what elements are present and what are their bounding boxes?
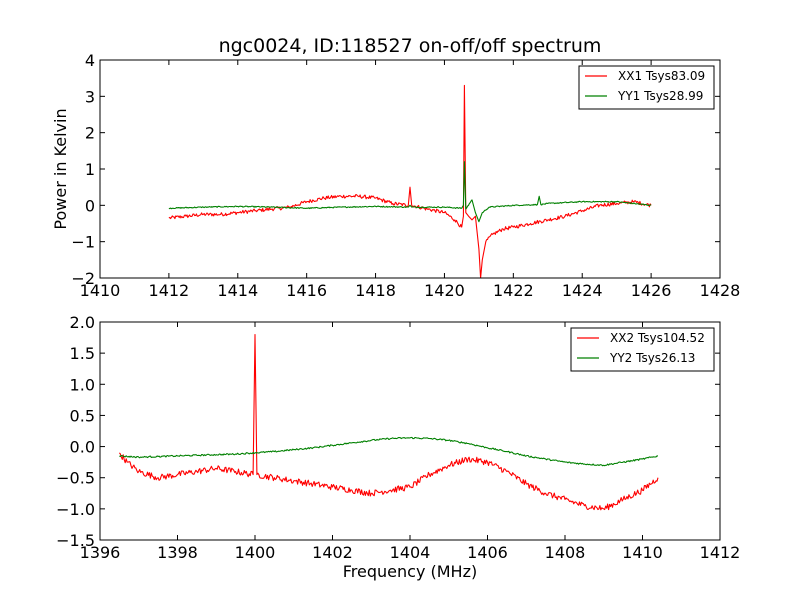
- x-tick-label: 1416: [286, 281, 327, 300]
- x-tick-label: 1412: [149, 281, 190, 300]
- y-tick-label: 3: [85, 87, 95, 106]
- bottom-y-axis: −1.5 −1.0 −0.5 0.0 0.5 1.0 1.5 2.0: [56, 313, 720, 550]
- x-tick-label: 1424: [562, 281, 603, 300]
- y-tick-label: 4: [85, 51, 95, 70]
- x-tick-label: 1404: [390, 543, 431, 562]
- bottom-panel: 1396 1398 1400 1402 1404 1406 1408 1410 1412 −1.…: [56, 313, 740, 581]
- x-tick-label: 1412: [700, 543, 741, 562]
- x-tick-label: 1422: [493, 281, 534, 300]
- y-tick-label: −1.0: [56, 500, 95, 519]
- x-tick-label: 1398: [157, 543, 198, 562]
- bottom-legend-box: [570, 327, 715, 372]
- x-tick-label: 1400: [235, 543, 276, 562]
- bottom-x-axis-label: Frequency (MHz): [343, 562, 477, 581]
- y-tick-label: 0: [85, 196, 95, 215]
- top-x-axis: 1410 1412 1414 1416 1418 1420 1422 1424 1426 1428: [80, 60, 741, 300]
- y-tick-label: 2.0: [70, 313, 95, 332]
- x-tick-label: 1428: [700, 281, 741, 300]
- top-y-axis-label: Power in Kelvin: [51, 108, 70, 229]
- x-tick-label: 1410: [622, 543, 663, 562]
- x-tick-label: 1426: [631, 281, 672, 300]
- x-tick-label: 1396: [80, 543, 121, 562]
- y-tick-label: 1.5: [70, 344, 95, 363]
- y-tick-label: 1: [85, 160, 95, 179]
- x-tick-label: 1414: [217, 281, 258, 300]
- legend-label-xx2: XX2 Tsys104.52: [610, 331, 705, 345]
- series-line-1-0: [118, 333, 659, 511]
- y-tick-label: 2: [85, 124, 95, 143]
- y-tick-label: −0.5: [56, 469, 95, 488]
- x-tick-label: 1402: [312, 543, 353, 562]
- top-legend: XX1 Tsys83.09 YY1 Tsys28.99: [578, 65, 715, 110]
- y-tick-label: −2: [71, 269, 95, 288]
- legend-label-yy2: YY2 Tsys26.13: [609, 351, 695, 365]
- x-tick-label: 1408: [545, 543, 586, 562]
- y-tick-label: −1.5: [56, 531, 95, 550]
- chart-title: ngc0024, ID:118527 on-off/off spectrum: [219, 35, 602, 57]
- series-line-1-1: [119, 436, 658, 467]
- x-tick-label: 1406: [467, 543, 508, 562]
- top-panel: 1410 1412 1414 1416 1418 1420 1422 1424 1426 1428…: [51, 51, 740, 300]
- y-tick-label: 0.0: [70, 438, 95, 457]
- y-tick-label: 0.5: [70, 406, 95, 425]
- x-tick-label: 1410: [80, 281, 121, 300]
- bottom-legend: XX2 Tsys104.52 YY2 Tsys26.13: [570, 327, 715, 372]
- y-tick-label: 1.0: [70, 375, 95, 394]
- bottom-x-axis: 1396 1398 1400 1402 1404 1406 1408 1410 1412: [80, 322, 741, 562]
- top-y-axis: −2 −1 0 1 2 3 4: [71, 51, 720, 288]
- bottom-plot-area: [118, 333, 659, 511]
- legend-label-yy1: YY1 Tsys28.99: [617, 89, 703, 103]
- series-line-0-0: [168, 84, 652, 279]
- top-legend-box: [578, 65, 715, 110]
- x-tick-label: 1420: [424, 281, 465, 300]
- series-line-0-1: [168, 161, 652, 223]
- y-tick-label: −1: [71, 233, 95, 252]
- x-tick-label: 1418: [355, 281, 396, 300]
- top-plot-area: [168, 84, 652, 279]
- legend-label-xx1: XX1 Tsys83.09: [618, 69, 705, 83]
